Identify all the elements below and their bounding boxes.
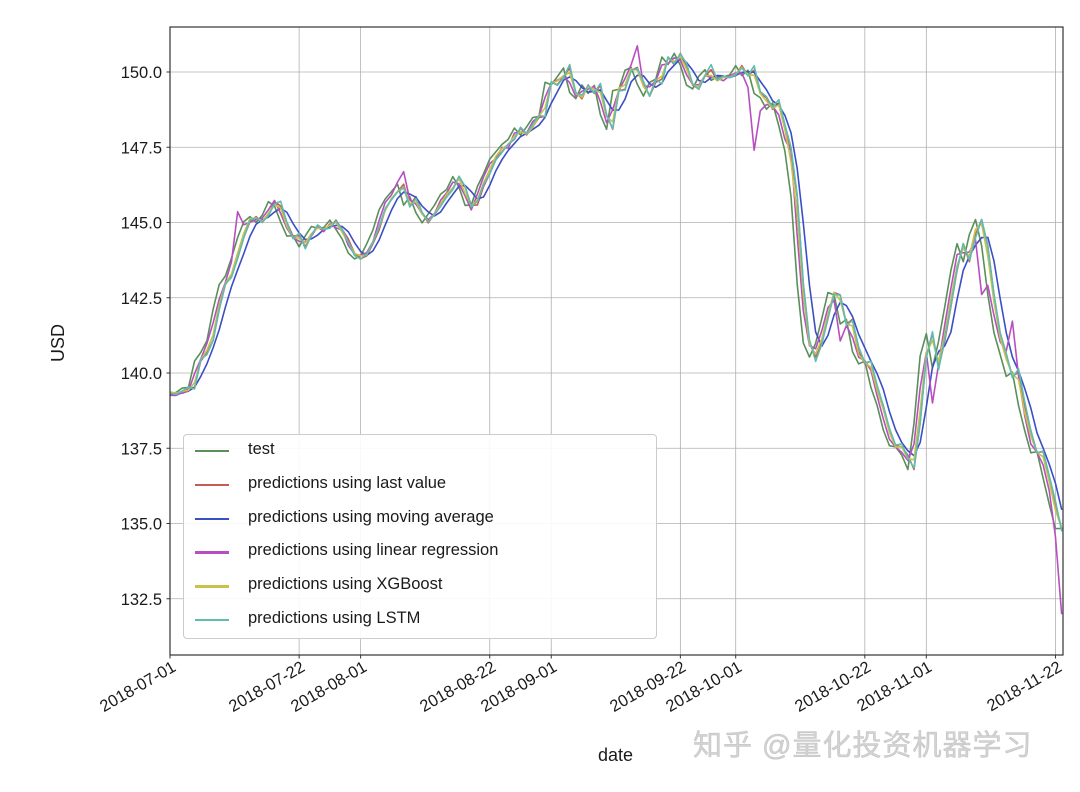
- svg-text:150.0: 150.0: [121, 64, 162, 82]
- svg-text:132.5: 132.5: [121, 591, 162, 609]
- svg-text:145.0: 145.0: [121, 215, 162, 233]
- svg-text:147.5: 147.5: [121, 139, 162, 157]
- svg-text:135.0: 135.0: [121, 516, 162, 534]
- svg-text:142.5: 142.5: [121, 290, 162, 308]
- svg-text:137.5: 137.5: [121, 440, 162, 458]
- svg-text:140.0: 140.0: [121, 365, 162, 383]
